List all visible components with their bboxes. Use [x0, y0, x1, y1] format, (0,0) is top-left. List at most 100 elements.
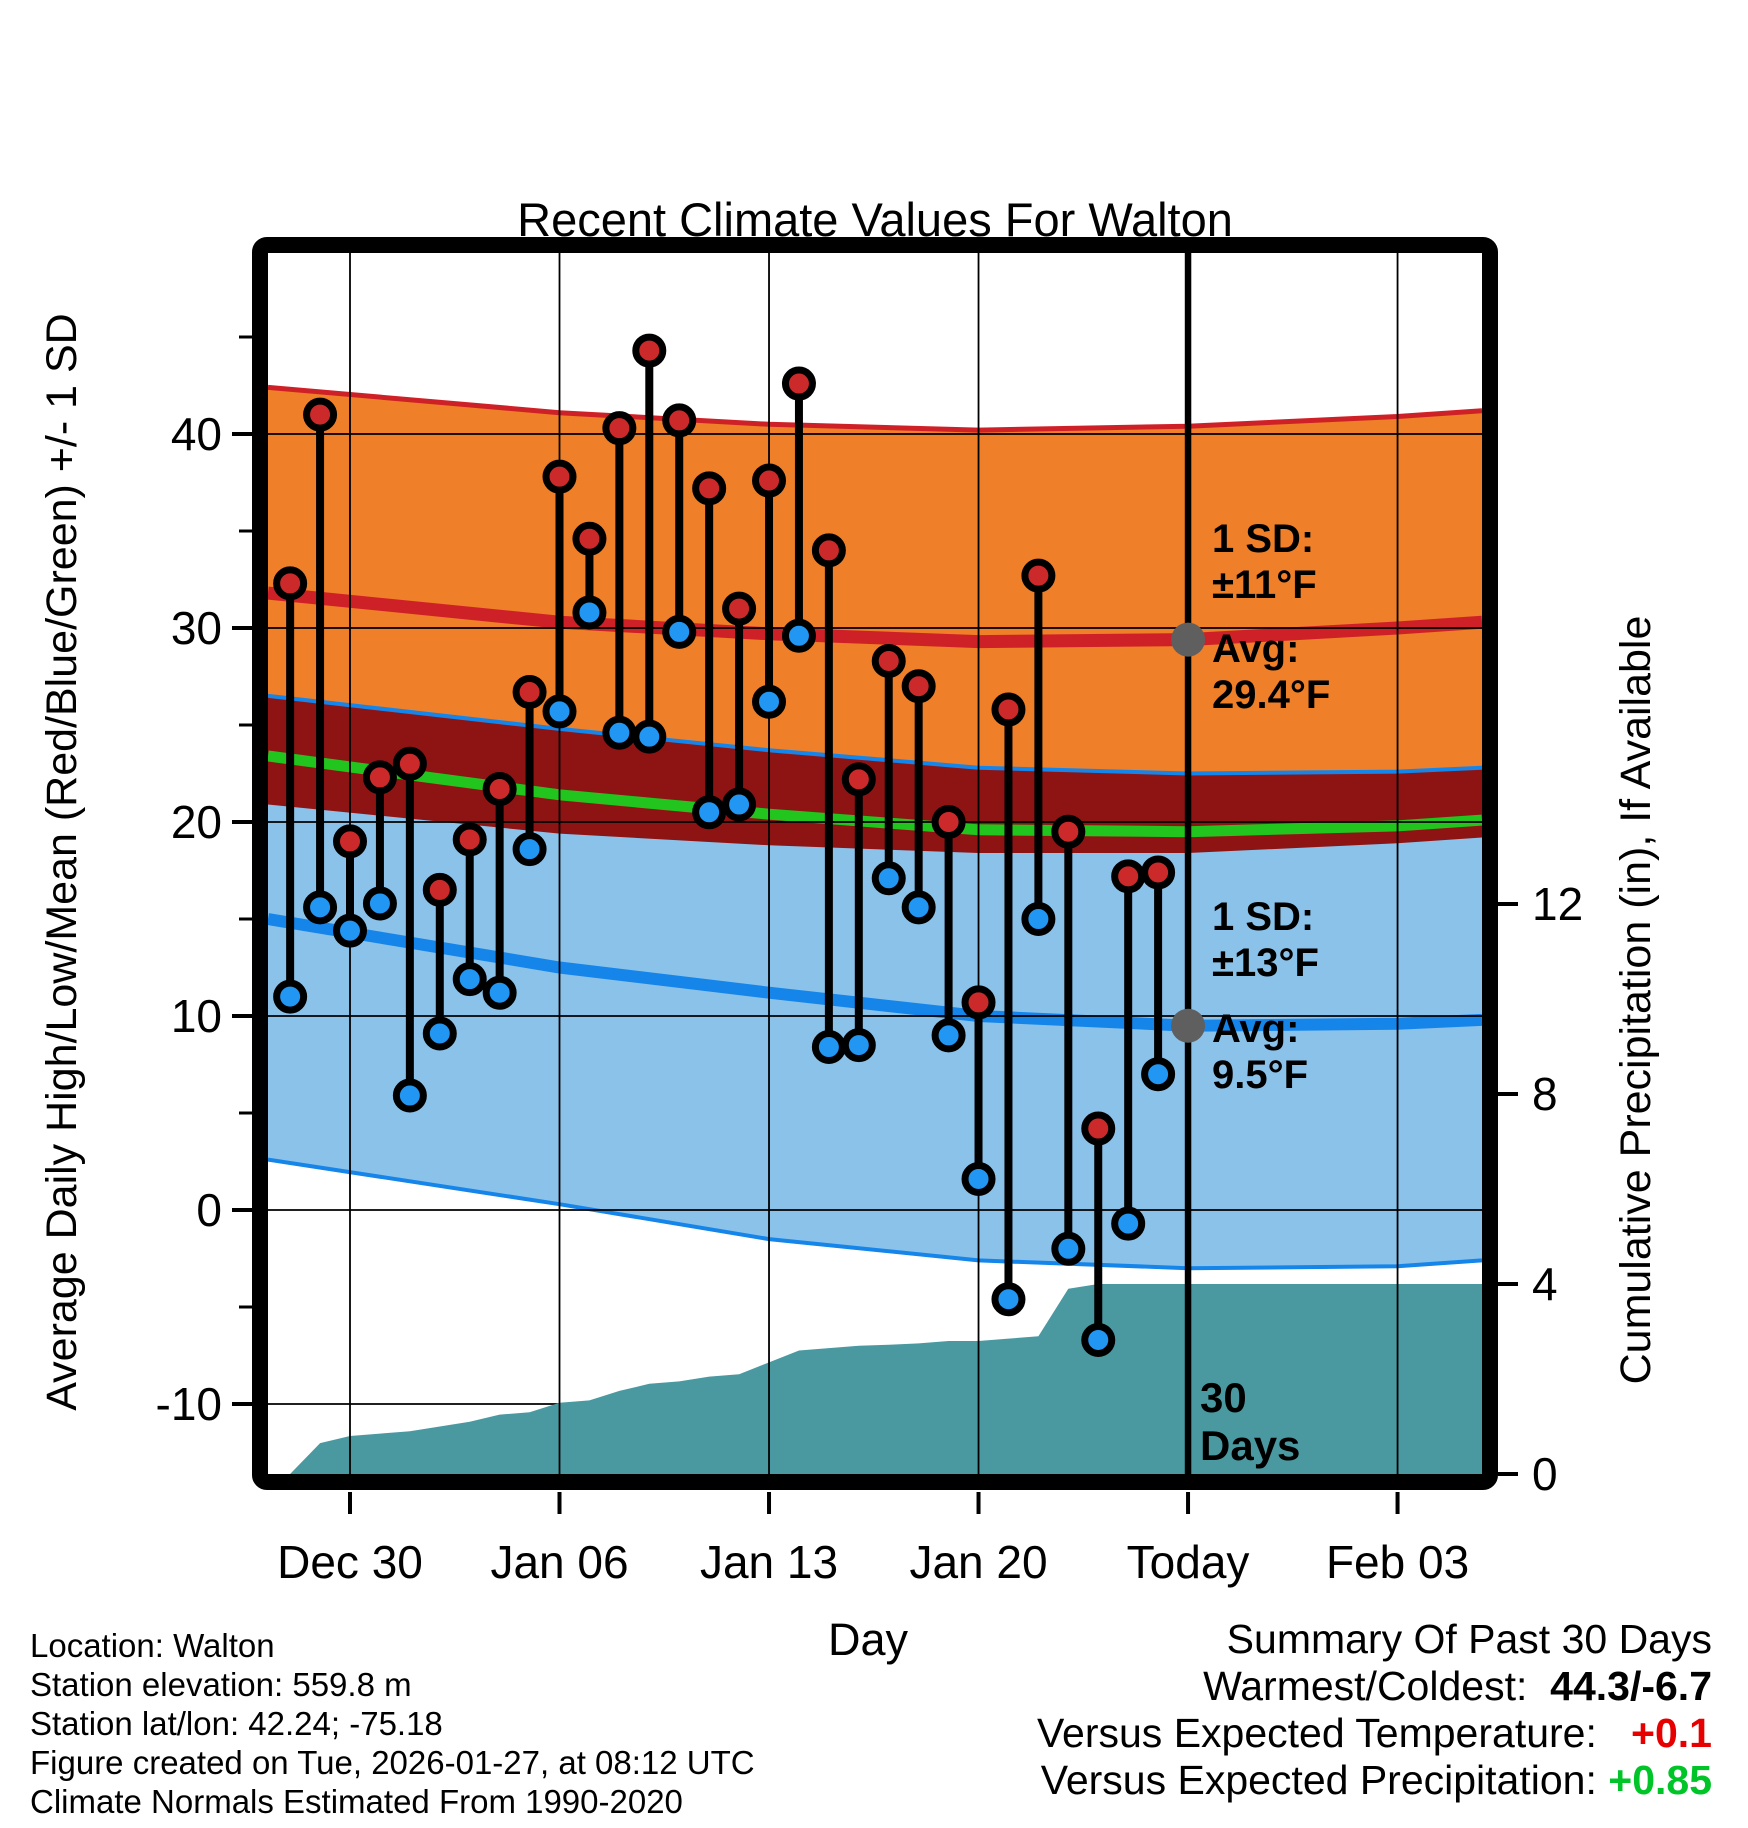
low-dot [512, 832, 547, 867]
high-dot [542, 459, 577, 494]
window-annotation: 30 Days [1200, 1374, 1300, 1469]
precip-area [268, 1284, 1482, 1474]
right-tick-label: 8 [1532, 1068, 1558, 1120]
window-line1: 30 [1200, 1374, 1247, 1421]
low-dot [1021, 902, 1056, 936]
summary-warmest-coldest-value: 44.3/-6.7 [1550, 1663, 1712, 1709]
low-dot [841, 1028, 876, 1063]
low-dot [752, 684, 787, 719]
right-tick-label: 4 [1532, 1258, 1558, 1310]
avg-marker-dots [1171, 622, 1206, 1043]
x-tick-label: Dec 30 [277, 1536, 423, 1588]
axis-ticks [232, 335, 1518, 1514]
low-dot [1141, 1057, 1176, 1092]
low-dot [422, 1016, 457, 1051]
high-band-annotation: 1 SD: ±11°F Avg: 29.4°F [1212, 517, 1330, 717]
high-dot [722, 591, 757, 626]
low-dot [871, 861, 906, 896]
low-dot [961, 1161, 996, 1196]
normal-bands [268, 387, 1482, 1269]
high-dot [482, 772, 517, 807]
high-dot [333, 824, 367, 859]
metadata-created: Figure created on Tue, 2026-01-27, at 08… [30, 1744, 755, 1781]
metadata-normals: Climate Normals Estimated From 1990-2020 [30, 1783, 683, 1820]
x-tick-label: Jan 06 [490, 1536, 628, 1588]
x-tick-label: Jan 13 [700, 1536, 838, 1588]
precip-cumulative-area [268, 1284, 1482, 1474]
high-dot [512, 675, 547, 710]
low-dot [392, 1078, 427, 1113]
right-axis-label: Cumulative Precipitation (in), If Availa… [1612, 616, 1660, 1385]
low-dot [901, 890, 936, 925]
low-avg-marker [1171, 1008, 1206, 1043]
x-axis-label: Day [828, 1614, 909, 1665]
low-dot [482, 975, 517, 1010]
low-sd-label: 1 SD: [1212, 895, 1314, 939]
metadata-latlon: Station lat/lon: 42.24; -75.18 [30, 1705, 443, 1742]
low-dot [1081, 1322, 1116, 1357]
daily-high-low-stems [273, 333, 1176, 1357]
metadata-location: Location: Walton [30, 1627, 275, 1664]
high-dot [901, 669, 936, 704]
high-dot [961, 985, 996, 1020]
high-dot [781, 366, 816, 401]
high-dot [602, 411, 637, 446]
high-dot [1141, 855, 1176, 890]
high-avg-label: Avg: [1212, 627, 1299, 671]
high-dot [811, 533, 846, 568]
high-dot [362, 760, 397, 795]
high-dot [1021, 558, 1056, 593]
low-avg-value: 9.5°F [1212, 1053, 1308, 1097]
station-metadata: Location: Walton Station elevation: 559.… [30, 1626, 755, 1821]
high-dot [841, 762, 876, 797]
high-dot [692, 471, 727, 506]
high-dot [273, 566, 308, 601]
high-dot [752, 463, 787, 498]
left-tick-label: -10 [156, 1378, 222, 1430]
right-tick-label: 0 [1532, 1448, 1558, 1500]
high-avg-value: 29.4°F [1212, 673, 1330, 717]
low-sd-value: ±13°F [1212, 941, 1319, 985]
low-dot [333, 913, 367, 948]
high-dot [572, 521, 607, 556]
high-dot [452, 822, 487, 857]
metadata-elevation: Station elevation: 559.8 m [30, 1666, 412, 1703]
left-axis-label: Average Daily High/Low/Mean (Red/Blue/Gr… [38, 313, 86, 1410]
low-dot [692, 795, 727, 830]
low-dot [931, 1018, 966, 1053]
summary-warmest-coldest-label: Warmest/Coldest: [1203, 1663, 1528, 1709]
low-dot [1111, 1206, 1146, 1241]
high-sd-value: ±11°F [1212, 563, 1317, 607]
summary-panel: Summary Of Past 30 Days Warmest/Coldest:… [1037, 1616, 1712, 1804]
low-dot [722, 787, 757, 822]
summary-vs-precip-label: Versus Expected Precipitation: [1040, 1757, 1597, 1803]
high-dot [1081, 1111, 1116, 1146]
low-dot [602, 715, 637, 750]
left-tick-label: 30 [171, 602, 222, 654]
left-tick-label: 40 [171, 408, 222, 460]
low-dot [781, 618, 816, 653]
x-tick-label: Jan 20 [909, 1536, 1047, 1588]
low-dot [452, 962, 487, 997]
right-tick-label: 12 [1532, 878, 1583, 930]
left-tick-label: 0 [196, 1184, 222, 1236]
low-dot [572, 595, 607, 630]
high-dot [991, 692, 1026, 727]
high-avg-marker [1171, 622, 1206, 657]
axis-tick-labels: -10 0 10 20 30 40 0 4 8 12 Dec 30 Jan 06 Jan 13 Jan 2… [156, 408, 1584, 1588]
left-tick-label: 20 [171, 796, 222, 848]
plot-border [252, 237, 1498, 1490]
low-dot [273, 979, 308, 1014]
high-dot [1051, 814, 1086, 849]
high-dot [1111, 859, 1146, 894]
high-dot [662, 403, 697, 438]
summary-title: Summary Of Past 30 Days [1226, 1616, 1712, 1662]
summary-vs-temp: Versus Expected Temperature: +0.1 [1037, 1710, 1712, 1757]
high-dot [422, 872, 457, 907]
high-dot [632, 333, 667, 368]
low-dot [1051, 1231, 1086, 1266]
window-line2: Days [1200, 1422, 1300, 1469]
high-dot [303, 397, 338, 432]
summary-vs-precip: Versus Expected Precipitation: +0.85 [1037, 1757, 1712, 1804]
x-tick-label: Today [1127, 1536, 1250, 1588]
